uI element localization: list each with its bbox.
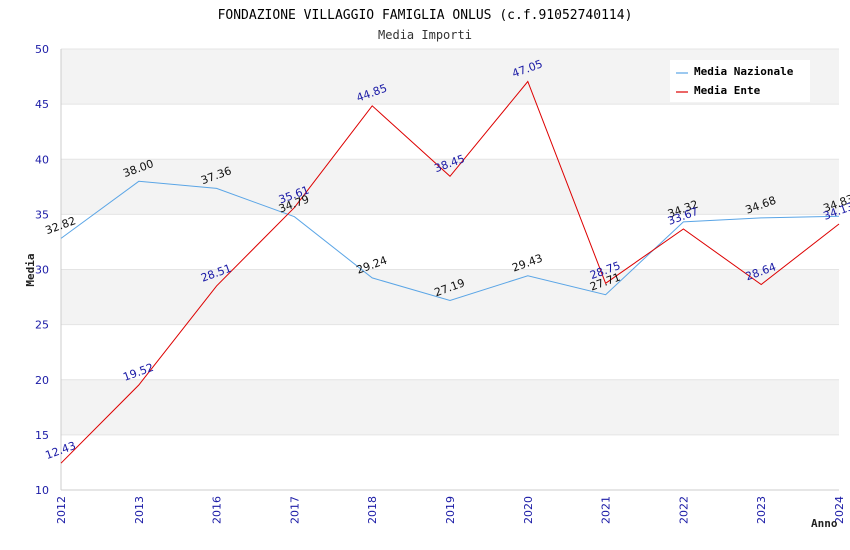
grid-band [61, 214, 839, 270]
grid-band [61, 159, 839, 215]
grid-band [61, 379, 839, 435]
grid-band [61, 104, 839, 160]
grid-bands [61, 48, 839, 491]
legend-label-media-ente: Media Ente [694, 84, 761, 97]
y-tick-label: 35 [35, 208, 49, 221]
y-tick-label: 20 [35, 374, 49, 387]
x-axis-ticks: 2012 2013 2016 2017 2018 2019 2020 2021 2022 2023… [55, 496, 846, 524]
x-tick-label: 2024 [833, 496, 846, 524]
y-tick-label: 40 [35, 153, 49, 166]
series-line-media-ente [60, 80, 840, 464]
x-tick-label: 2020 [522, 496, 535, 524]
x-axis-label: Anno [811, 517, 838, 530]
series-lines [60, 80, 840, 464]
series-line-media-nazionale [60, 180, 840, 302]
grid-band [61, 269, 839, 325]
x-tick-label: 2023 [755, 496, 768, 524]
y-axis-label: Media [24, 253, 37, 286]
y-tick-label: 15 [35, 429, 49, 442]
chart-title: FONDAZIONE VILLAGGIO FAMIGLIA ONLUS (c.f… [218, 8, 633, 23]
y-axis-ticks: 10 15 20 25 30 35 40 45 50 [35, 43, 49, 497]
x-tick-label: 2016 [211, 496, 224, 524]
legend-label-media-nazionale: Media Nazionale [694, 65, 794, 78]
x-tick-label: 2013 [133, 496, 146, 524]
x-tick-label: 2018 [366, 496, 379, 524]
y-tick-label: 10 [35, 484, 49, 497]
x-tick-label: 2021 [600, 496, 613, 524]
y-tick-label: 30 [35, 264, 49, 277]
y-tick-label: 50 [35, 43, 49, 56]
x-tick-label: 2019 [444, 496, 457, 524]
y-tick-label: 25 [35, 319, 49, 332]
x-tick-label: 2017 [288, 496, 301, 524]
grid-band [61, 324, 839, 380]
legend-box [670, 60, 810, 102]
x-tick-label: 2012 [55, 496, 68, 524]
x-tick-label: 2022 [677, 496, 690, 524]
y-tick-label: 45 [35, 98, 49, 111]
legend: Media Nazionale Media Ente [670, 60, 810, 102]
axes [60, 49, 839, 491]
chart-subtitle: Media Importi [378, 28, 472, 42]
grid-band [61, 434, 839, 490]
